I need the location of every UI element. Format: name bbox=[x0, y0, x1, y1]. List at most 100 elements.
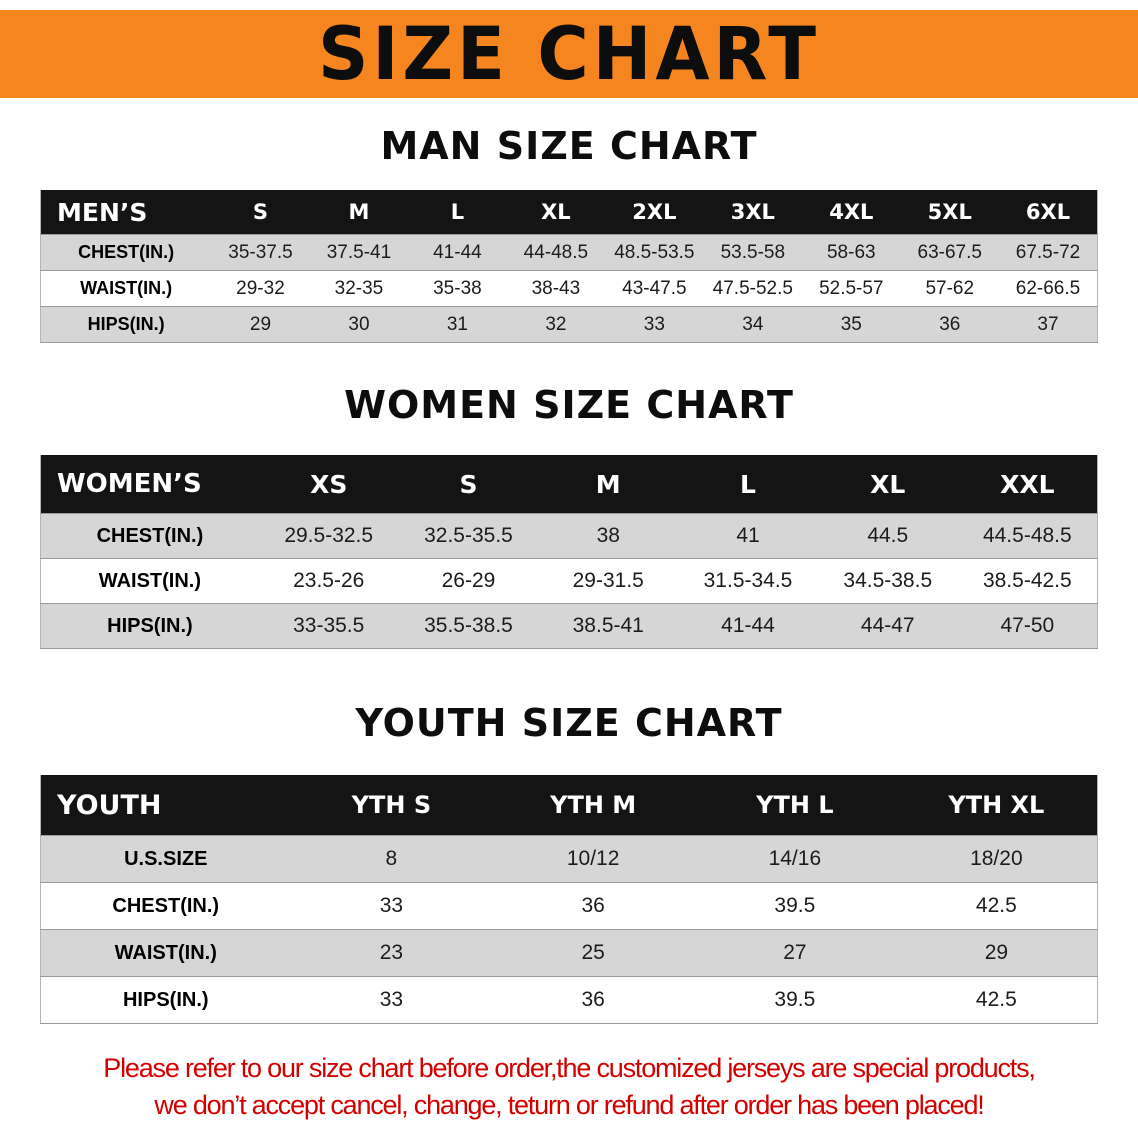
size-value: 10/12 bbox=[492, 835, 694, 883]
row-label: WAIST(IN.) bbox=[40, 929, 291, 977]
size-value: 33 bbox=[290, 882, 493, 930]
size-column-header: YTH L bbox=[694, 775, 896, 836]
size-value: 35-38 bbox=[408, 270, 507, 307]
footer-line-1: Please refer to our size chart before or… bbox=[103, 1053, 1036, 1083]
size-column-header: XL bbox=[817, 455, 958, 514]
size-value: 38 bbox=[538, 513, 679, 559]
table-corner-label: YOUTH bbox=[40, 775, 291, 836]
table-row: WAIST(IN.) 23.5-26 26-29 29-31.5 31.5-34.5 34… bbox=[40, 558, 1098, 604]
size-value: 36 bbox=[492, 976, 694, 1024]
table-row: CHEST(IN.) 29.5-32.5 32.5-35.5 38 41 44.5 44.5… bbox=[40, 513, 1098, 559]
size-value: 52.5-57 bbox=[802, 270, 901, 307]
size-value: 63-67.5 bbox=[900, 234, 999, 271]
row-label: HIPS(IN.) bbox=[40, 603, 259, 649]
table-row: CHEST(IN.) 35-37.5 37.5-41 41-44 44-48.5 48.5… bbox=[40, 234, 1098, 271]
row-label: CHEST(IN.) bbox=[40, 882, 291, 930]
size-value: 23 bbox=[290, 929, 493, 977]
men-size-table: MEN’S S M L XL 2XL 3XL 4XL 5XL 6XL CHEST(IN.) 35-37… bbox=[40, 190, 1098, 343]
size-value: 31 bbox=[408, 306, 507, 343]
size-value: 31.5-34.5 bbox=[678, 558, 818, 604]
size-column-header: XL bbox=[506, 190, 606, 235]
size-value: 42.5 bbox=[895, 882, 1098, 930]
size-value: 38-43 bbox=[506, 270, 606, 307]
size-value: 18/20 bbox=[895, 835, 1098, 883]
size-value: 29-32 bbox=[211, 270, 310, 307]
size-column-header: S bbox=[398, 455, 539, 514]
table-row: WAIST(IN.) 29-32 32-35 35-38 38-43 43-47.5 47.… bbox=[40, 270, 1098, 307]
size-value: 41-44 bbox=[678, 603, 818, 649]
women-section-heading: WOMEN SIZE CHART bbox=[344, 383, 794, 427]
size-value: 33 bbox=[290, 976, 493, 1024]
size-value: 36 bbox=[492, 882, 694, 930]
size-column-header: YTH XL bbox=[895, 775, 1098, 836]
size-value: 47.5-52.5 bbox=[703, 270, 803, 307]
banner-title: SIZE CHART bbox=[317, 10, 821, 98]
row-label: U.S.SIZE bbox=[40, 835, 291, 883]
size-value: 37 bbox=[999, 306, 1098, 343]
size-value: 14/16 bbox=[694, 835, 896, 883]
size-value: 44-47 bbox=[817, 603, 958, 649]
size-value: 29.5-32.5 bbox=[258, 513, 399, 559]
size-value: 53.5-58 bbox=[703, 234, 803, 271]
row-label: WAIST(IN.) bbox=[40, 270, 212, 307]
size-column-header: M bbox=[309, 190, 409, 235]
size-column-header: 6XL bbox=[999, 190, 1098, 235]
size-value: 35 bbox=[802, 306, 901, 343]
men-section-heading: MAN SIZE CHART bbox=[380, 124, 758, 168]
youth-section-heading: YOUTH SIZE CHART bbox=[355, 701, 783, 745]
size-value: 67.5-72 bbox=[999, 234, 1098, 271]
row-label: CHEST(IN.) bbox=[40, 513, 259, 559]
size-value: 35-37.5 bbox=[211, 234, 310, 271]
size-column-header: L bbox=[408, 190, 507, 235]
table-row: HIPS(IN.) 33-35.5 35.5-38.5 38.5-41 41-44 44-… bbox=[40, 603, 1098, 649]
size-value: 34.5-38.5 bbox=[817, 558, 958, 604]
size-value: 44.5-48.5 bbox=[957, 513, 1098, 559]
size-value: 26-29 bbox=[398, 558, 539, 604]
table-row: HIPS(IN.) 33 36 39.5 42.5 bbox=[40, 976, 1098, 1024]
size-value: 47-50 bbox=[957, 603, 1098, 649]
size-chart-banner: SIZE CHART bbox=[0, 10, 1138, 98]
size-column-header: 4XL bbox=[802, 190, 901, 235]
footer-line-2: we don’t accept cancel, change, teturn o… bbox=[154, 1090, 984, 1121]
size-value: 29-31.5 bbox=[538, 558, 679, 604]
table-header-row: MEN’S S M L XL 2XL 3XL 4XL 5XL 6XL bbox=[40, 190, 1098, 235]
size-value: 29 bbox=[211, 306, 310, 343]
size-value: 30 bbox=[309, 306, 409, 343]
youth-size-table: YOUTH YTH S YTH M YTH L YTH XL U.S.SIZE 8 10/12… bbox=[40, 775, 1098, 1024]
size-value: 39.5 bbox=[694, 882, 896, 930]
size-value: 35.5-38.5 bbox=[398, 603, 539, 649]
table-header-row: YOUTH YTH S YTH M YTH L YTH XL bbox=[40, 775, 1098, 836]
row-label: HIPS(IN.) bbox=[40, 306, 212, 343]
size-column-header: M bbox=[538, 455, 679, 514]
size-value: 39.5 bbox=[694, 976, 896, 1024]
size-value: 36 bbox=[900, 306, 999, 343]
size-value: 32.5-35.5 bbox=[398, 513, 539, 559]
size-column-header: YTH M bbox=[492, 775, 694, 836]
size-column-header: YTH S bbox=[290, 775, 493, 836]
table-row: U.S.SIZE 8 10/12 14/16 18/20 bbox=[40, 835, 1098, 883]
size-value: 25 bbox=[492, 929, 694, 977]
size-value: 42.5 bbox=[895, 976, 1098, 1024]
size-value: 27 bbox=[694, 929, 896, 977]
size-column-header: 5XL bbox=[900, 190, 999, 235]
table-corner-label: MEN’S bbox=[40, 190, 212, 235]
size-column-header: XXL bbox=[957, 455, 1098, 514]
size-value: 41 bbox=[678, 513, 818, 559]
table-row: HIPS(IN.) 29 30 31 32 33 34 35 36 37 bbox=[40, 306, 1098, 343]
size-value: 32 bbox=[506, 306, 606, 343]
size-value: 34 bbox=[703, 306, 803, 343]
footer-disclaimer: Please refer to our size chart before or… bbox=[0, 1050, 1138, 1125]
size-value: 48.5-53.5 bbox=[605, 234, 704, 271]
size-value: 8 bbox=[290, 835, 493, 883]
size-value: 58-63 bbox=[802, 234, 901, 271]
size-value: 33 bbox=[605, 306, 704, 343]
table-row: CHEST(IN.) 33 36 39.5 42.5 bbox=[40, 882, 1098, 930]
size-value: 62-66.5 bbox=[999, 270, 1098, 307]
size-value: 38.5-42.5 bbox=[957, 558, 1098, 604]
size-value: 32-35 bbox=[309, 270, 409, 307]
size-value: 44.5 bbox=[817, 513, 958, 559]
size-value: 29 bbox=[895, 929, 1098, 977]
size-column-header: L bbox=[678, 455, 818, 514]
women-size-table: WOMEN’S XS S M L XL XXL CHEST(IN.) 29.5-32.5 32.5… bbox=[40, 455, 1098, 649]
size-value: 37.5-41 bbox=[309, 234, 409, 271]
